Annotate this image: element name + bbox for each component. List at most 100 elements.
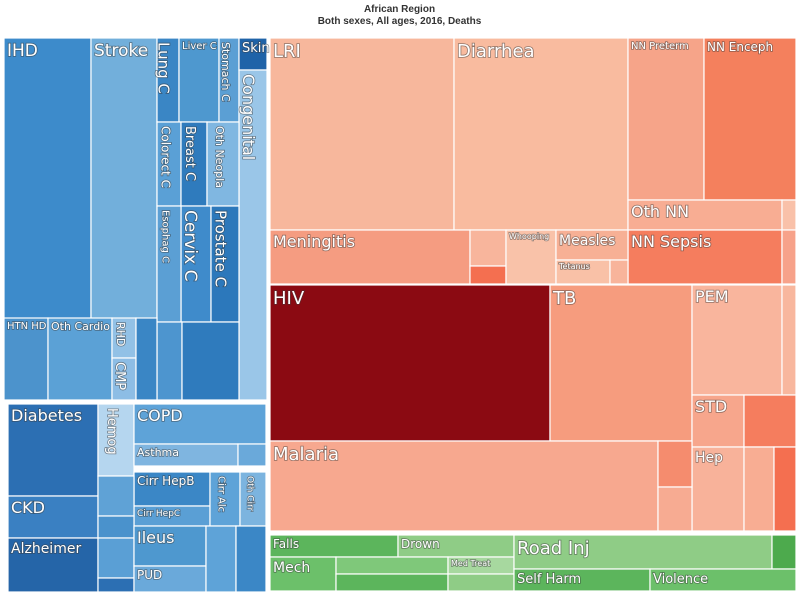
- treemap-label-oth-cardio: Oth Cardio: [51, 320, 110, 333]
- treemap-cell-oth-neopla[interactable]: [206, 121, 240, 207]
- treemap-cell-meningitis[interactable]: [269, 229, 471, 285]
- treemap-cell-copd[interactable]: [133, 403, 267, 445]
- treemap-label-colorect-c: Colorect C: [158, 126, 172, 188]
- treemap-cell-cirr-alc[interactable]: [209, 471, 241, 527]
- treemap-label-hep: Hep: [695, 450, 723, 466]
- treemap-label-prostate-c: Prostate C: [211, 210, 229, 287]
- treemap-label-drown: Drown: [401, 537, 440, 551]
- treemap-cell-unlabeled[interactable]: [771, 534, 797, 570]
- treemap-cell-nn-sepsis[interactable]: [627, 229, 783, 285]
- treemap-cell-unlabeled[interactable]: [469, 265, 507, 285]
- treemap-label-road-inj: Road Inj: [517, 538, 590, 559]
- treemap-label-liver-c: Liver C: [182, 41, 217, 52]
- treemap-cell-unlabeled[interactable]: [781, 284, 797, 396]
- treemap-label-stomach-c: Stomach C: [219, 42, 232, 102]
- treemap-cell-tb[interactable]: [549, 284, 693, 442]
- treemap-cell-nn-enceph[interactable]: [703, 37, 797, 201]
- treemap-cell-unlabeled[interactable]: [781, 229, 797, 285]
- treemap-cell-unlabeled[interactable]: [237, 443, 267, 467]
- treemap-cell-oth-cardio[interactable]: [47, 317, 113, 401]
- treemap-label-tetanus: Tetanus: [558, 262, 590, 271]
- treemap-cell-unlabeled[interactable]: [657, 440, 693, 488]
- treemap-label-oth-neopla: Oth Neopla: [213, 126, 226, 188]
- treemap-cell-unlabeled[interactable]: [335, 556, 449, 575]
- treemap-label-cervix-c: Cervix C: [180, 210, 200, 281]
- treemap-cell-hiv[interactable]: [269, 284, 551, 442]
- treemap-label-ihd: IHD: [7, 41, 38, 61]
- treemap-label-mech: Mech: [273, 560, 310, 576]
- treemap-cell-prostate-c[interactable]: [210, 205, 240, 323]
- treemap-cell-road-inj[interactable]: [513, 534, 773, 570]
- treemap-cell-cmp[interactable]: [111, 357, 137, 401]
- treemap-cell-whooping[interactable]: [505, 229, 557, 285]
- treemap-cell-unlabeled[interactable]: [469, 229, 507, 267]
- chart-subtitle: Both sexes, All ages, 2016, Deaths: [317, 16, 482, 27]
- treemap-cell-unlabeled[interactable]: [335, 573, 449, 592]
- treemap-cell-unlabeled[interactable]: [181, 321, 240, 401]
- treemap-cell-unlabeled[interactable]: [97, 515, 135, 539]
- treemap-cell-mech[interactable]: [269, 556, 337, 592]
- treemap-cell-pem[interactable]: [691, 284, 783, 396]
- treemap-label-cirr-hepb: Cirr HepB: [137, 474, 194, 488]
- treemap-cell-oth-nn[interactable]: [627, 199, 783, 231]
- treemap-label-med-treat: Med Treat: [451, 559, 490, 568]
- treemap-label-hemog: Hemog: [104, 408, 119, 455]
- treemap-cell-unlabeled[interactable]: [657, 486, 693, 532]
- treemap-label-oth-cirr: Oth Cirr: [244, 476, 254, 512]
- treemap-cell-unlabeled[interactable]: [97, 577, 135, 593]
- treemap-cell-htn-hd[interactable]: [3, 317, 49, 401]
- treemap-cell-pud[interactable]: [133, 565, 207, 593]
- treemap-label-congenital: Congenital: [239, 74, 258, 160]
- treemap-cell-violence[interactable]: [649, 568, 797, 592]
- treemap-cell-breast-c[interactable]: [180, 121, 208, 207]
- treemap-label-hiv: HIV: [273, 288, 305, 309]
- chart-title: African Region: [363, 4, 436, 15]
- treemap-cell-hemog[interactable]: [97, 403, 135, 477]
- treemap-cell-diabetes[interactable]: [7, 403, 99, 497]
- treemap-cell-unlabeled[interactable]: [447, 573, 515, 592]
- treemap-cell-oth-cirr[interactable]: [239, 471, 267, 527]
- treemap-cell-unlabeled[interactable]: [781, 199, 797, 231]
- treemap-cell-congenital[interactable]: [238, 69, 268, 401]
- treemap-label-esophag-c: Esophag C: [160, 210, 171, 263]
- treemap-cell-unlabeled[interactable]: [609, 259, 629, 285]
- treemap-label-malaria: Malaria: [273, 444, 339, 465]
- treemap-label-pud: PUD: [137, 568, 162, 582]
- treemap-label-cirr-alc: Cirr Alc: [216, 476, 227, 512]
- treemap-label-htn-hd: HTN HD: [7, 321, 47, 332]
- treemap-label-measles: Measles: [559, 233, 615, 249]
- treemap-cell-malaria[interactable]: [269, 440, 659, 532]
- treemap-label-falls: Falls: [273, 537, 299, 551]
- treemap-cell-unlabeled[interactable]: [135, 317, 158, 401]
- treemap-cell-alzheimer[interactable]: [7, 537, 99, 593]
- treemap-label-cirr-hepc: Cirr HepC: [137, 509, 180, 519]
- treemap-label-asthma: Asthma: [137, 446, 179, 459]
- treemap-cell-unlabeled[interactable]: [773, 446, 797, 532]
- treemap-label-self-harm: Self Harm: [517, 572, 581, 587]
- treemap-cell-rhd[interactable]: [111, 317, 137, 359]
- treemap-cell-skin[interactable]: [238, 37, 268, 71]
- treemap-cell-unlabeled[interactable]: [156, 321, 183, 401]
- treemap-cell-unlabeled[interactable]: [743, 446, 775, 532]
- treemap-cell-colorect-c[interactable]: [156, 121, 182, 207]
- treemap-cell-diarrhea[interactable]: [453, 37, 629, 231]
- treemap-cell-unlabeled[interactable]: [97, 475, 135, 517]
- treemap-label-pem: PEM: [695, 287, 729, 306]
- treemap-cell-esophag-c[interactable]: [156, 205, 182, 323]
- treemap-cell-unlabeled[interactable]: [205, 525, 237, 593]
- treemap-label-nn-enceph: NN Enceph: [707, 40, 773, 54]
- treemap-label-tb: TB: [552, 288, 576, 309]
- treemap-cell-lri[interactable]: [269, 37, 455, 231]
- treemap-cell-nn-preterm[interactable]: [627, 37, 705, 201]
- treemap-cell-unlabeled[interactable]: [743, 394, 797, 448]
- treemap-cell-unlabeled[interactable]: [97, 537, 135, 579]
- treemap-label-rhd: RHD: [114, 322, 127, 346]
- treemap-cell-unlabeled[interactable]: [235, 525, 267, 593]
- treemap-label-ileus: Ileus: [137, 528, 174, 547]
- treemap-label-violence: Violence: [653, 572, 708, 587]
- treemap-label-diarrhea: Diarrhea: [457, 41, 535, 62]
- treemap-cell-ileus[interactable]: [133, 525, 207, 567]
- treemap-label-diabetes: Diabetes: [11, 406, 82, 425]
- treemap-cell-ckd[interactable]: [7, 495, 99, 539]
- treemap-label-cmp: CMP: [112, 362, 127, 390]
